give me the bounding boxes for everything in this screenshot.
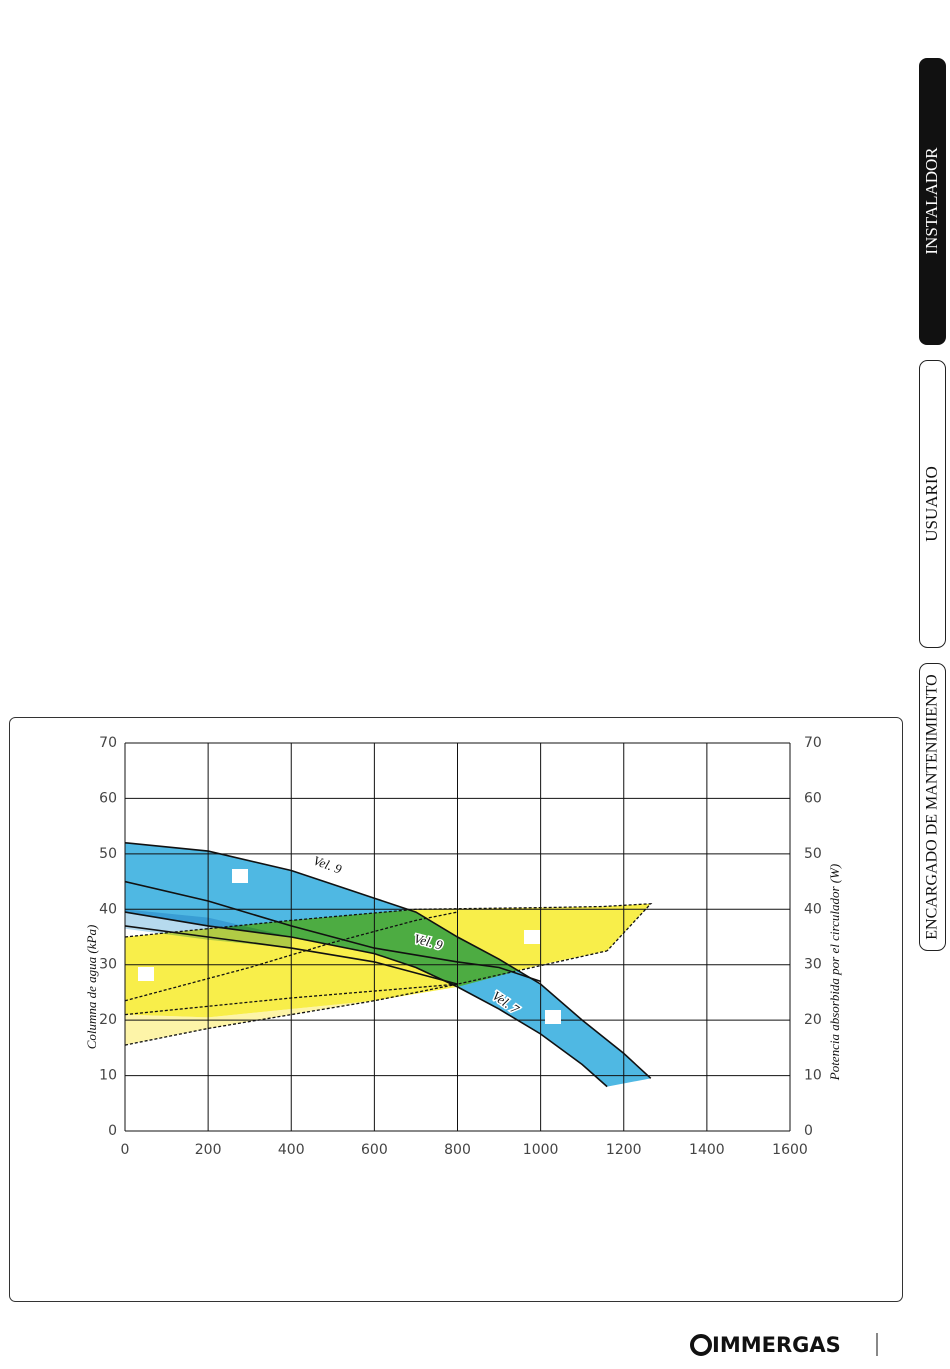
- y-tick-label: 0: [108, 1123, 117, 1139]
- area: [125, 1000, 375, 1046]
- curve: [124, 903, 653, 952]
- tab-label[interactable]: USUARIO: [922, 466, 941, 542]
- chart-frame: [9, 717, 903, 1302]
- marker-square: [138, 967, 154, 981]
- x-tick-label: 200: [195, 1142, 222, 1158]
- marker-square: [524, 930, 540, 944]
- y-axis-title: Columna de agua (kPa): [84, 925, 99, 1050]
- x-tick-label: 0: [121, 1142, 130, 1158]
- y2-tick-label: 10: [804, 1068, 822, 1084]
- curve: [124, 983, 458, 1046]
- y-tick-label: 40: [99, 901, 117, 917]
- y2-tick-label: 60: [804, 790, 822, 806]
- curve: [124, 950, 608, 1016]
- curve: [124, 841, 652, 1079]
- y2-tick-label: 20: [804, 1012, 822, 1028]
- tab[interactable]: [919, 663, 946, 951]
- y2-tick-label: 0: [804, 1123, 813, 1139]
- marker-square: [545, 1010, 561, 1024]
- curve: [124, 880, 541, 983]
- area: [125, 842, 651, 1087]
- curve: [124, 911, 608, 1088]
- marker-square: [232, 869, 248, 883]
- tab[interactable]: [919, 360, 946, 648]
- tab-active[interactable]: [919, 58, 946, 345]
- tab-label[interactable]: ENCARGADO DE MANTENIMIENTO: [924, 674, 941, 939]
- tab-label[interactable]: INSTALADOR: [922, 147, 941, 255]
- y-tick-label: 70: [99, 735, 117, 751]
- curve: [124, 925, 458, 985]
- y-tick-label: 50: [99, 846, 117, 862]
- x-tick-label: 1600: [772, 1142, 808, 1158]
- y2-tick-label: 50: [804, 846, 822, 862]
- y-tick-label: 20: [99, 1012, 117, 1028]
- x-tick-label: 600: [361, 1142, 388, 1158]
- y2-tick-label: 70: [804, 735, 822, 751]
- curve: [124, 911, 458, 1002]
- x-tick-label: 1200: [606, 1142, 642, 1158]
- logo: IMMERGAS: [712, 1333, 841, 1357]
- x-tick-label: 1000: [523, 1142, 559, 1158]
- y2-axis-title: Potencia absorbida por el circulador (W): [827, 864, 842, 1082]
- x-tick-label: 800: [444, 1142, 471, 1158]
- y2-tick-label: 40: [804, 901, 822, 917]
- x-tick-label: 400: [278, 1142, 305, 1158]
- y-tick-label: 30: [99, 957, 117, 973]
- chart: 0 200 400 600 800 1000 1200 1400 160001020304050…: [84, 735, 842, 1158]
- y2-tick-label: 30: [804, 957, 822, 973]
- x-tick-label: 1400: [689, 1142, 725, 1158]
- curve-label: Vel. 9: [311, 853, 344, 877]
- logo-mark: [690, 1334, 712, 1356]
- y-tick-label: 10: [99, 1068, 117, 1084]
- y-tick-label: 60: [99, 790, 117, 806]
